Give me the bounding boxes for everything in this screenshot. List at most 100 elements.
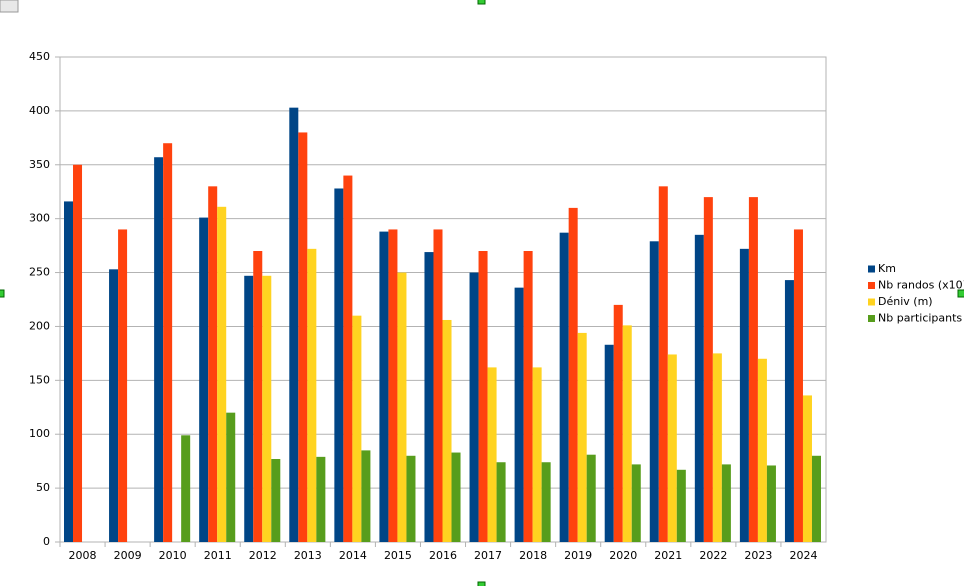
x-tick-label: 2010	[159, 549, 187, 562]
bar	[712, 353, 722, 542]
bar	[388, 229, 398, 542]
bar	[343, 175, 353, 543]
bar	[577, 332, 587, 542]
y-tick-label: 50	[36, 481, 50, 494]
bar	[676, 469, 686, 542]
bar	[163, 143, 173, 542]
x-tick-label: 2011	[204, 549, 232, 562]
bar	[253, 251, 263, 542]
resize-handle[interactable]	[477, 581, 486, 586]
bar	[109, 269, 119, 542]
bar	[433, 229, 443, 542]
bar	[757, 358, 767, 542]
x-tick-label: 2021	[654, 549, 682, 562]
bar	[226, 412, 236, 542]
bar	[181, 435, 191, 542]
corner-icon	[0, 0, 19, 13]
bar	[802, 395, 812, 542]
x-tick-label: 2013	[294, 549, 322, 562]
x-tick-label: 2017	[474, 549, 502, 562]
bar	[271, 459, 281, 542]
bar	[586, 454, 596, 542]
x-tick-label: 2014	[339, 549, 367, 562]
bar	[631, 464, 641, 542]
x-tick-label: 2019	[564, 549, 592, 562]
bar	[667, 354, 677, 542]
bar	[559, 232, 569, 542]
y-tick-label: 200	[29, 319, 50, 332]
bar	[766, 465, 776, 542]
bar	[532, 367, 542, 542]
y-tick-label: 350	[29, 158, 50, 171]
legend-label: Nb randos (x10)	[878, 279, 964, 292]
bar	[208, 186, 218, 543]
resize-handle[interactable]	[477, 0, 486, 5]
bar	[748, 197, 758, 542]
bar	[298, 132, 308, 542]
y-tick-label: 250	[29, 266, 50, 279]
legend-swatch	[868, 298, 875, 306]
bar	[784, 280, 794, 542]
bar	[334, 188, 344, 542]
bar	[793, 229, 803, 542]
bar	[352, 315, 362, 542]
bar	[361, 450, 371, 542]
bar	[217, 206, 227, 543]
bar	[154, 157, 164, 542]
bar	[622, 325, 632, 542]
bar	[604, 344, 614, 542]
x-tick-label: 2015	[384, 549, 412, 562]
x-tick-label: 2023	[744, 549, 772, 562]
bar	[469, 272, 479, 542]
x-tick-label: 2008	[69, 549, 97, 562]
legend-swatch	[868, 315, 875, 322]
x-tick-label: 2016	[429, 549, 457, 562]
bar	[613, 304, 623, 542]
bar	[424, 252, 434, 543]
bar	[523, 251, 533, 542]
y-tick-label: 150	[29, 373, 50, 386]
bar	[262, 275, 272, 542]
bar	[811, 455, 821, 542]
legend-label: Nb participants	[878, 312, 962, 325]
x-tick-label: 2009	[114, 549, 142, 562]
x-tick-label: 2020	[609, 549, 637, 562]
bar	[442, 319, 452, 542]
bar	[316, 456, 326, 542]
bar	[244, 275, 254, 542]
bar	[496, 462, 506, 542]
bar	[199, 217, 209, 543]
bar	[289, 107, 299, 543]
bar	[721, 464, 731, 542]
bar	[541, 462, 551, 542]
y-tick-label: 100	[29, 427, 50, 440]
x-tick-label: 2018	[519, 549, 547, 562]
legend-swatch	[868, 282, 875, 289]
bar	[451, 452, 461, 542]
y-tick-label: 450	[29, 50, 50, 63]
bar	[514, 287, 524, 542]
bar	[406, 455, 416, 542]
bar	[649, 241, 659, 543]
bar	[307, 248, 317, 542]
y-tick-label: 0	[43, 535, 50, 548]
bar	[658, 186, 668, 543]
bar	[64, 201, 74, 542]
bar	[478, 251, 488, 542]
bar	[487, 367, 497, 542]
y-tick-label: 300	[29, 212, 50, 225]
legend-swatch	[868, 265, 875, 273]
bar	[739, 248, 749, 542]
resize-handle[interactable]	[0, 289, 5, 298]
bar	[703, 197, 713, 542]
legend-label: Déniv (m)	[878, 295, 933, 308]
x-tick-label: 2022	[699, 549, 727, 562]
bar	[694, 234, 704, 543]
legend-label: Km	[878, 262, 896, 275]
x-tick-label: 2012	[249, 549, 277, 562]
bar	[118, 229, 128, 542]
x-tick-label: 2024	[789, 549, 817, 562]
bar	[73, 164, 83, 542]
resize-handle[interactable]	[957, 289, 964, 298]
